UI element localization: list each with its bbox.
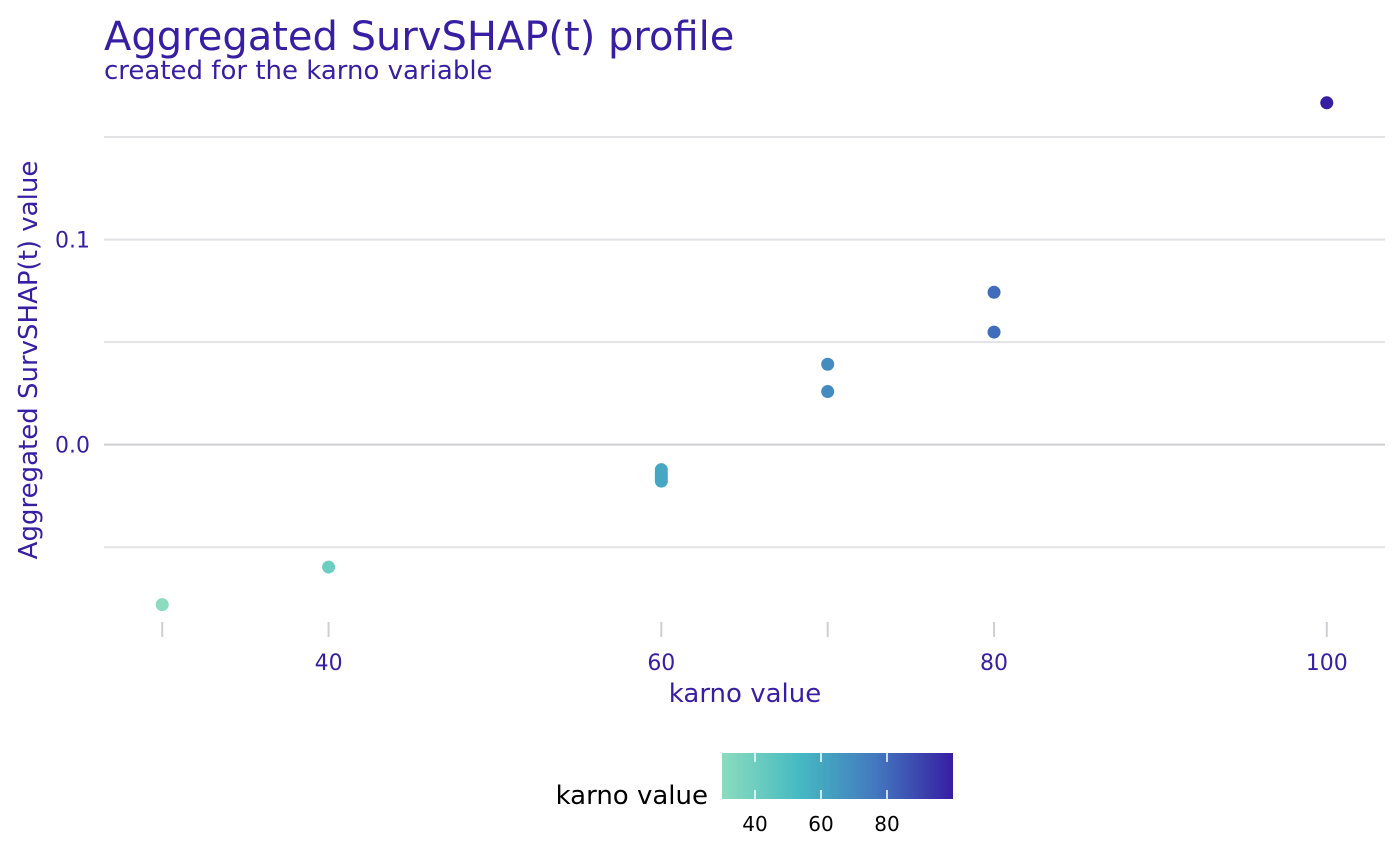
chart-subtitle: created for the karno variable <box>104 56 493 86</box>
y-tick-label: 0.0 <box>55 434 90 459</box>
data-point <box>821 357 835 371</box>
data-point <box>987 285 1001 299</box>
data-point <box>322 560 336 574</box>
colorbar-legend: karno value 40 60 80 <box>556 753 953 836</box>
x-axis-ticks: 40 60 80 100 <box>161 622 1348 676</box>
data-point <box>987 325 1001 339</box>
data-point <box>155 598 169 612</box>
x-axis-title: karno value <box>669 679 821 709</box>
data-point <box>821 385 835 399</box>
chart-title: Aggregated SurvSHAP(t) profile <box>104 14 734 60</box>
y-axis-title: Aggregated SurvSHAP(t) value <box>14 161 44 560</box>
x-tick-label: 40 <box>315 651 343 676</box>
colorbar-ticks: 40 60 80 <box>742 753 900 836</box>
x-tick-label: 100 <box>1306 651 1348 676</box>
x-tick-label: 80 <box>980 651 1008 676</box>
colorbar-tick-label: 80 <box>874 812 899 836</box>
colorbar <box>722 753 953 799</box>
data-point <box>1320 96 1334 110</box>
y-axis-ticks: 0.0 0.1 <box>55 229 90 459</box>
colorbar-title: karno value <box>556 781 708 811</box>
gridlines <box>104 136 1385 549</box>
data-point <box>654 474 668 488</box>
y-tick-label: 0.1 <box>55 229 90 254</box>
x-tick-label: 60 <box>647 651 675 676</box>
colorbar-tick-label: 60 <box>808 812 833 836</box>
colorbar-tick-label: 40 <box>742 812 767 836</box>
data-points <box>155 96 1334 612</box>
